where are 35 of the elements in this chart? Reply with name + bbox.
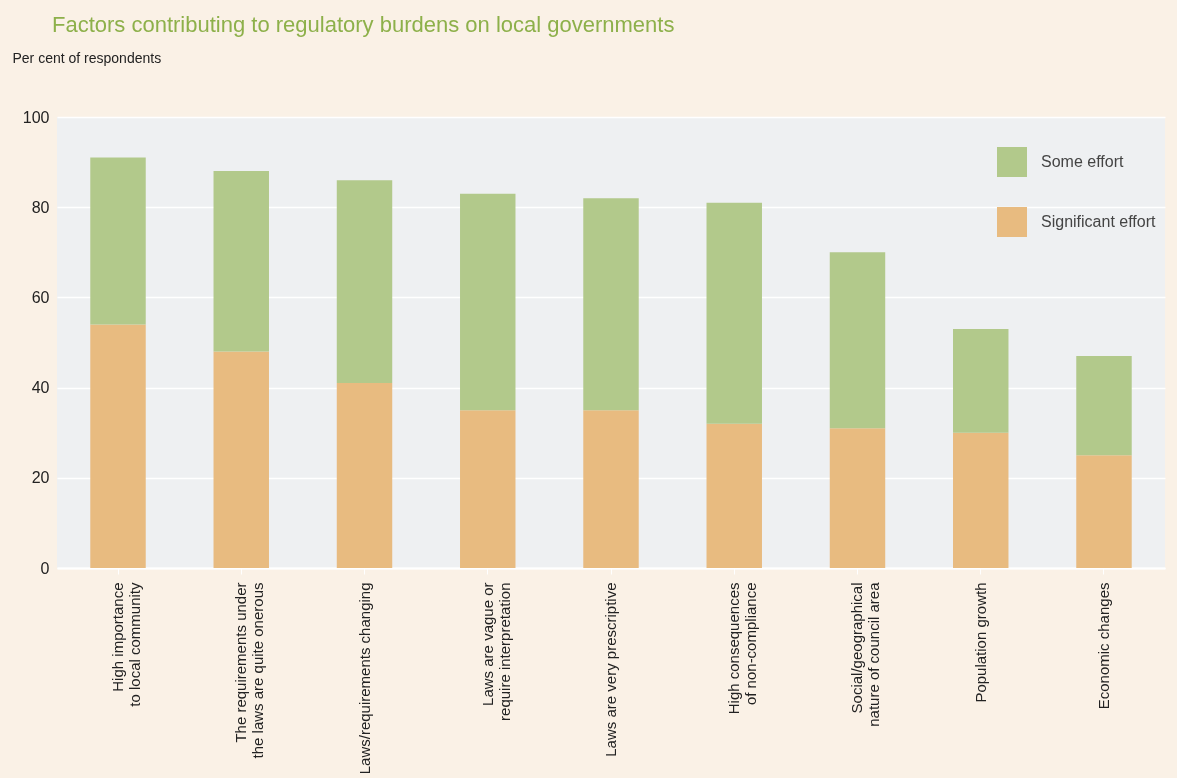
- bar: [706, 202, 762, 424]
- y-tick-label: 80: [31, 198, 50, 216]
- bar: [336, 180, 393, 384]
- bar: [90, 157, 146, 325]
- y-tick-label: 100: [22, 108, 50, 126]
- x-tick-label: High consequences of non-compliance: [725, 582, 760, 715]
- y-tick-label: 60: [31, 288, 50, 306]
- bar: [90, 324, 146, 568]
- x-tick-label: Population growth: [971, 582, 989, 703]
- legend-label: Some effort: [1041, 153, 1124, 170]
- bar: [460, 193, 516, 411]
- bar: [953, 328, 1009, 433]
- bar: [953, 432, 1009, 568]
- bar: [829, 428, 886, 568]
- bar: [706, 423, 762, 568]
- bar: [583, 198, 639, 411]
- bar: [336, 383, 393, 568]
- y-axis-title: Per cent of respondents: [12, 49, 162, 66]
- y-tick-label: 20: [31, 469, 50, 487]
- chart-title: Factors contributing to regulatory burdens on local governments: [52, 12, 675, 37]
- bar: [1076, 455, 1132, 568]
- x-tick-label: Laws are very prescriptive: [602, 582, 619, 757]
- bar: [460, 410, 516, 568]
- bar: [1076, 356, 1132, 456]
- bar: [213, 171, 269, 352]
- x-tick-label: Economic changes: [1094, 582, 1112, 710]
- bar: [213, 351, 269, 568]
- x-tick-label: High importance to local community: [109, 582, 144, 707]
- legend-label: Significant effort: [1041, 213, 1156, 230]
- x-tick-label: Laws are vague or require interpretation: [478, 582, 513, 721]
- y-tick-label: 40: [31, 379, 50, 397]
- bar: [829, 252, 886, 429]
- bar: [583, 410, 639, 568]
- x-tick-label: Laws/requirements changing: [355, 582, 373, 775]
- y-tick-label: 0: [40, 559, 50, 577]
